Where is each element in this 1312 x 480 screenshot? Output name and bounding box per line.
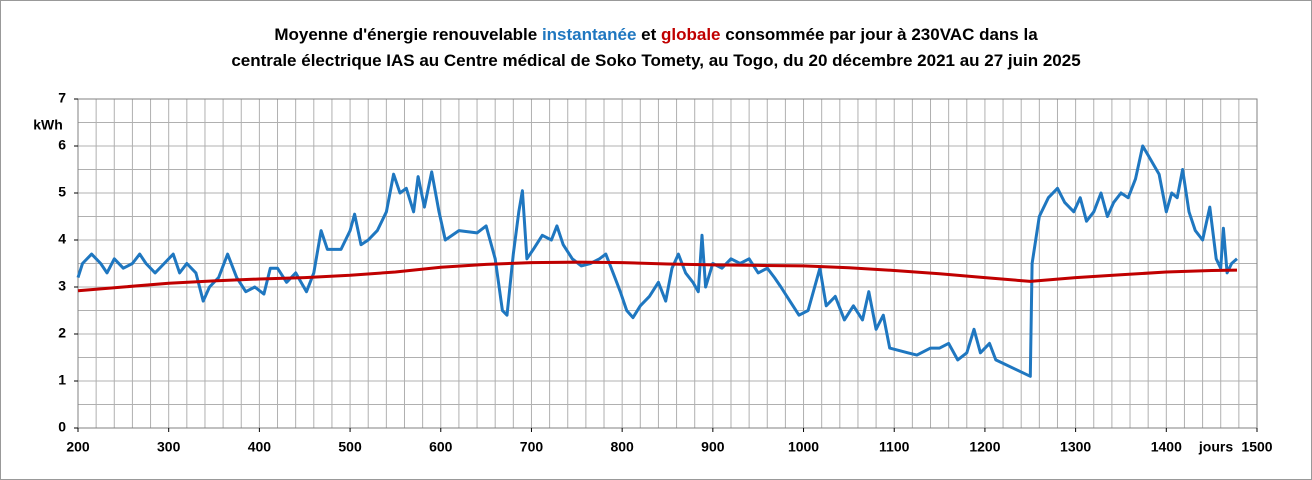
y-tick-label: 1	[58, 372, 66, 388]
series-line	[76, 144, 1238, 378]
x-tick-label: 800	[610, 439, 634, 455]
y-tick-label: 7	[58, 90, 66, 106]
title-segment: Moyenne d'énergie renouvelable	[274, 25, 542, 44]
x-tick-label: 1400	[1151, 439, 1182, 455]
title-segment: instantanée	[542, 25, 636, 44]
plot-border	[77, 98, 1258, 429]
x-tick-label: 900	[701, 439, 725, 455]
y-tick-label: 4	[58, 231, 66, 247]
x-tick-label: 300	[157, 439, 181, 455]
title-segment: globale	[661, 25, 721, 44]
title-segment: et	[636, 25, 661, 44]
x-tick-label: 1500	[1241, 439, 1272, 455]
y-tick-label: 2	[58, 325, 66, 341]
x-unit: jours	[1198, 439, 1233, 455]
chart-title: centrale électrique IAS au Centre médica…	[231, 51, 1080, 70]
chart-title: Moyenne d'énergie renouvelable instantan…	[274, 25, 1038, 44]
series-line	[77, 260, 1238, 293]
y-unit: kWh	[33, 117, 63, 133]
x-tick-label: 500	[338, 439, 362, 455]
title-segment: centrale électrique IAS au Centre médica…	[231, 51, 1080, 70]
title-segment: consommée par jour à 230VAC dans la	[721, 25, 1039, 44]
x-tick-label: 1000	[788, 439, 819, 455]
x-tick-label: 1200	[969, 439, 1000, 455]
x-tick-label: 400	[248, 439, 272, 455]
x-tick-label: 600	[429, 439, 453, 455]
y-tick-label: 5	[58, 184, 66, 200]
x-tick-label: 200	[66, 439, 90, 455]
x-tick-label: 1100	[879, 439, 910, 455]
y-tick-label: 6	[58, 137, 66, 153]
y-tick-label: 3	[58, 278, 66, 294]
y-tick-label: 0	[58, 419, 66, 435]
x-tick-label: 700	[520, 439, 544, 455]
x-tick-label: 1300	[1060, 439, 1091, 455]
